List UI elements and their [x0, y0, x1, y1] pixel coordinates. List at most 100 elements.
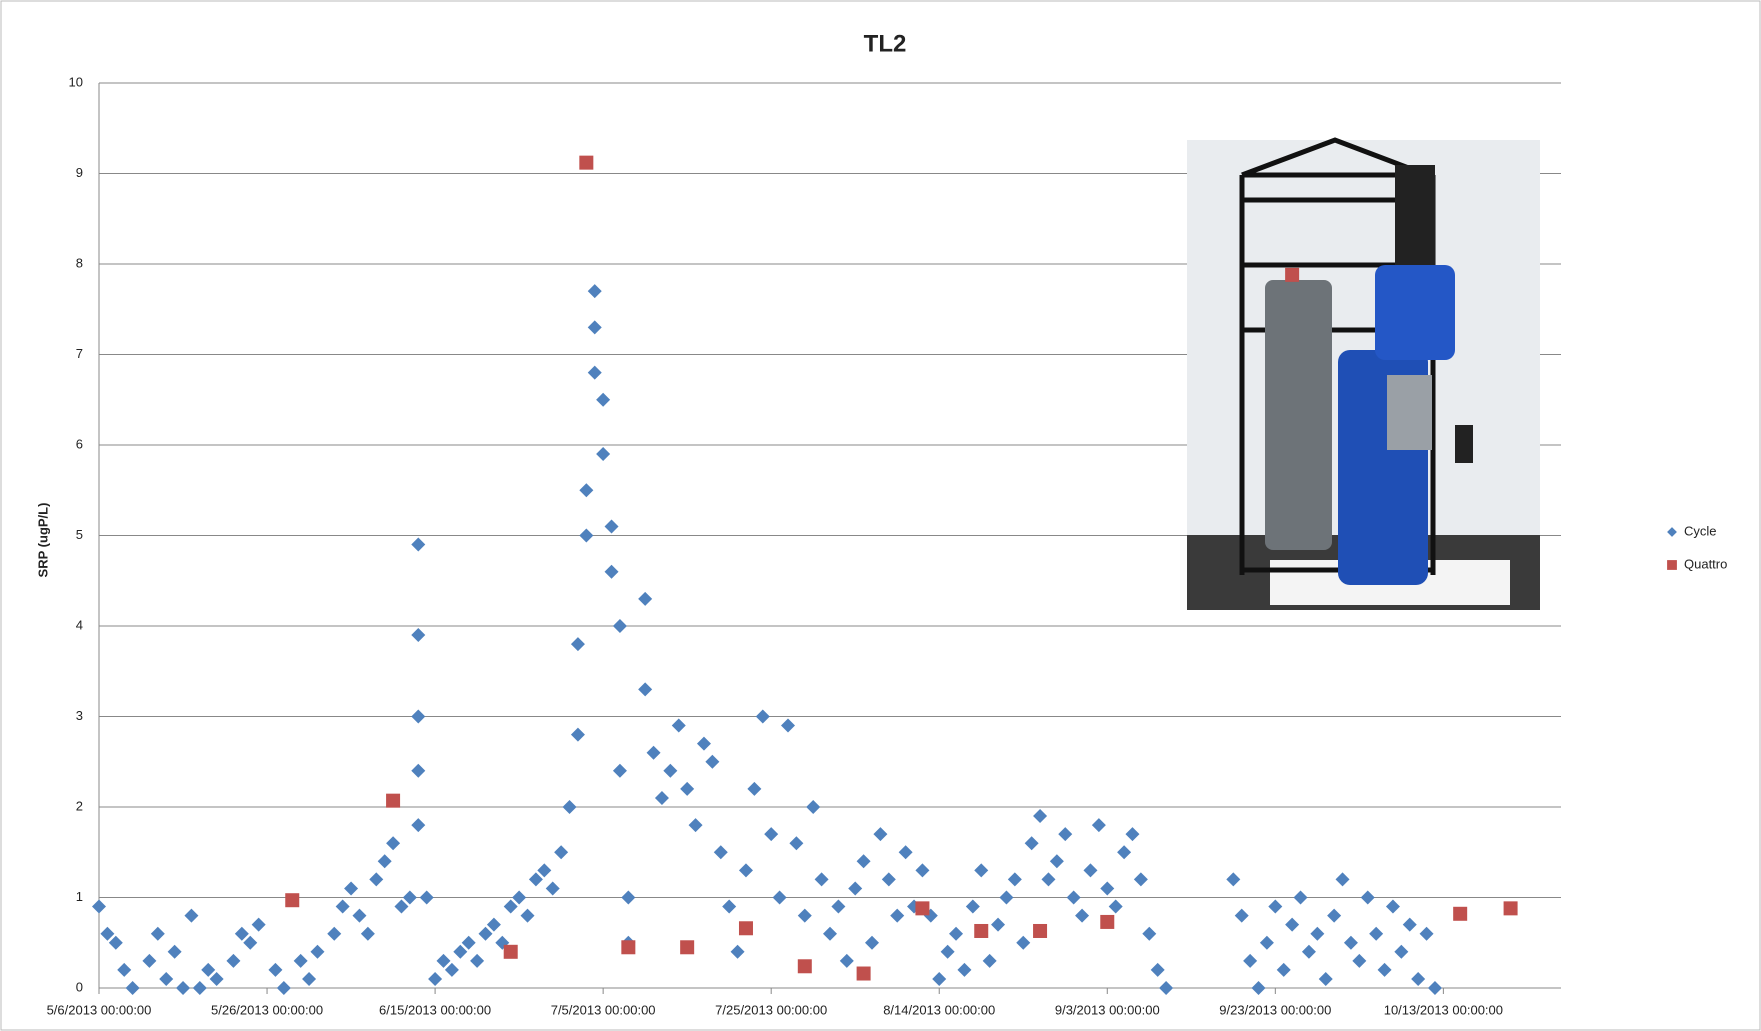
cycle-point — [554, 845, 569, 860]
cycle-point — [386, 836, 401, 851]
cycle-point — [1427, 981, 1442, 995]
cycle-point — [1377, 962, 1392, 977]
y-axis-label: SRP (ugP/L) — [35, 503, 50, 578]
y-tick-label: 8 — [76, 255, 83, 270]
cycle-point — [663, 763, 678, 778]
y-tick-label: 5 — [76, 527, 83, 542]
cycle-point — [1411, 971, 1426, 986]
cycle-point — [873, 827, 888, 842]
cycle-point — [839, 953, 854, 968]
x-tick-label: 10/13/2013 00:00:00 — [1384, 1002, 1503, 1017]
y-tick-label: 4 — [76, 617, 83, 632]
cycle-point — [747, 781, 762, 796]
cycle-point — [453, 944, 468, 959]
cycle-point — [520, 908, 535, 923]
cycle-point — [1343, 935, 1358, 950]
legend-label: Quattro — [1684, 556, 1727, 571]
cycle-point — [612, 763, 627, 778]
y-tick-label: 7 — [76, 346, 83, 361]
cycle-point — [764, 827, 779, 842]
y-tick-label: 2 — [76, 798, 83, 813]
cycle-point — [1066, 890, 1081, 905]
cycle-point — [856, 854, 871, 869]
cycle-point — [1385, 899, 1400, 914]
cycle-point — [570, 727, 585, 742]
cycle-point — [1335, 872, 1350, 887]
cycle-point — [369, 872, 384, 887]
cycle-point — [1016, 935, 1031, 950]
cycle-point — [411, 709, 426, 724]
chart-title: TL2 — [864, 30, 907, 57]
cycle-point — [411, 818, 426, 833]
quattro-point — [856, 966, 871, 981]
cycle-point — [915, 863, 930, 878]
cycle-point — [932, 971, 947, 986]
cycle-point — [991, 917, 1006, 932]
cycle-point — [1360, 890, 1375, 905]
quattro-point — [386, 793, 401, 808]
cycle-point — [377, 854, 392, 869]
cycle-point — [1033, 809, 1048, 824]
cycle-point — [680, 781, 695, 796]
cycle-point — [1394, 944, 1409, 959]
cycle-point — [125, 981, 140, 995]
cycle-point — [226, 953, 241, 968]
cycle-point — [234, 926, 249, 941]
cycle-point — [848, 881, 863, 896]
cycle-point — [1150, 962, 1165, 977]
cycle-point — [772, 890, 787, 905]
y-tick-label: 0 — [76, 979, 83, 994]
quattro-point — [285, 893, 300, 908]
cycle-point — [1310, 926, 1325, 941]
cycle-point — [470, 953, 485, 968]
cycle-point — [831, 899, 846, 914]
cycle-point — [881, 872, 896, 887]
cycle-point — [117, 962, 132, 977]
cycle-point — [823, 926, 837, 941]
cycle-point — [411, 628, 426, 643]
x-tick-label: 7/25/2013 00:00:00 — [715, 1002, 827, 1017]
cycle-point — [1083, 863, 1098, 878]
cycle-point — [486, 917, 501, 932]
quattro-point — [621, 940, 636, 955]
cycle-point — [545, 881, 560, 896]
cycle-point — [293, 953, 308, 968]
cycle-point — [428, 971, 443, 986]
quattro-point — [1453, 906, 1468, 921]
cycle-point — [360, 926, 375, 941]
cycle-point — [1285, 917, 1300, 932]
photo-probes — [1387, 375, 1432, 450]
cycle-point — [1276, 962, 1291, 977]
cycle-point — [1301, 944, 1316, 959]
cycle-point — [898, 845, 913, 860]
instrument-photo — [1187, 137, 1540, 610]
cycle-point — [570, 637, 585, 652]
y-tick-label: 6 — [76, 436, 83, 451]
cycle-point — [688, 818, 703, 833]
cycle-point — [587, 365, 602, 380]
cycle-point — [201, 962, 216, 977]
cycle-point — [512, 890, 527, 905]
cycle-point — [579, 528, 594, 543]
cycle-point — [268, 962, 283, 977]
x-tick-label: 8/14/2013 00:00:00 — [883, 1002, 995, 1017]
cycle-point — [167, 944, 182, 959]
cycle-point — [1041, 872, 1056, 887]
cycle-point — [1243, 953, 1258, 968]
cycle-point — [411, 537, 426, 552]
cycle-point — [1091, 818, 1106, 833]
x-tick-label: 5/6/2013 00:00:00 — [47, 1002, 152, 1017]
cycle-point — [1268, 899, 1283, 914]
cycle-point — [638, 591, 653, 606]
cycle-point — [150, 926, 165, 941]
cycle-point — [537, 863, 552, 878]
x-tick-label: 6/15/2013 00:00:00 — [379, 1002, 491, 1017]
cycle-point — [100, 926, 115, 941]
cycle-point — [806, 800, 821, 814]
cycle-point — [1251, 981, 1266, 995]
cycle-point — [579, 483, 594, 498]
cycle-point — [1117, 845, 1132, 860]
x-tick-label: 7/5/2013 00:00:00 — [551, 1002, 656, 1017]
x-tick-label: 5/26/2013 00:00:00 — [211, 1002, 323, 1017]
